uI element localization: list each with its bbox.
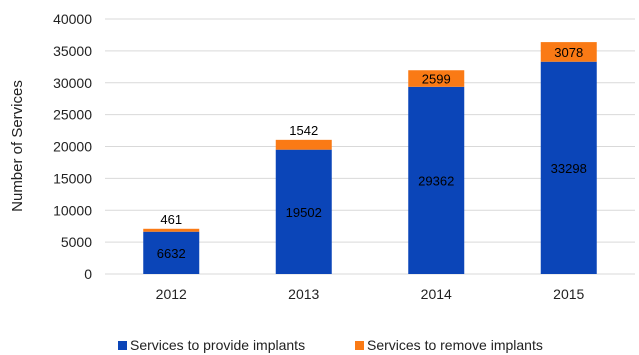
data-label-2012-series-0: 6632 xyxy=(157,246,186,261)
x-tick-label-2013: 2013 xyxy=(288,286,319,302)
bars xyxy=(143,42,597,274)
data-label-2014-series-0: 29362 xyxy=(418,173,454,188)
y-tick-label-10000: 10000 xyxy=(53,202,92,218)
y-axis-ticks: 0 5000 10000 15000 20000 25000 30000 35000 40000 xyxy=(53,11,92,282)
data-label-2013-series-0: 19502 xyxy=(286,205,322,220)
legend-swatch-1 xyxy=(355,341,364,350)
data-label-2012-series-1: 461 xyxy=(160,212,182,227)
y-tick-label-40000: 40000 xyxy=(53,11,92,27)
bar-2014-series-0 xyxy=(408,86,465,274)
y-tick-label-35000: 35000 xyxy=(53,43,92,59)
bar-2014-series-1 xyxy=(408,70,465,87)
y-tick-label-20000: 20000 xyxy=(53,139,92,155)
y-tick-label-30000: 30000 xyxy=(53,75,92,91)
x-tick-label-2012: 2012 xyxy=(156,286,187,302)
bar-2013-series-1 xyxy=(275,139,332,150)
y-tick-label-25000: 25000 xyxy=(53,107,92,123)
data-label-2014-series-1: 2599 xyxy=(422,72,451,87)
bar-2012-series-0 xyxy=(143,231,200,274)
bar-2015-series-0 xyxy=(540,61,597,274)
x-tick-label-2015: 2015 xyxy=(553,286,584,302)
y-tick-label-15000: 15000 xyxy=(53,170,92,186)
data-labels: 6632 461 19502 1542 29362 2599 33298 3078 xyxy=(157,45,587,261)
y-tick-label-5000: 5000 xyxy=(61,234,92,250)
bar-2013-series-0 xyxy=(275,149,332,274)
legend-label-0: Services to provide implants xyxy=(130,337,305,353)
y-tick-label-0: 0 xyxy=(84,266,92,282)
legend-label-1: Services to remove implants xyxy=(367,337,543,353)
data-label-2013-series-1: 1542 xyxy=(289,123,318,138)
y-axis-label: Number of Services xyxy=(9,80,26,212)
legend-swatch-0 xyxy=(118,341,127,350)
data-label-2015-series-0: 33298 xyxy=(551,161,587,176)
data-label-2015-series-1: 3078 xyxy=(554,45,583,60)
x-axis-ticks: 2012 2013 2014 2015 xyxy=(156,286,585,302)
legend: Services to provide implants Services to … xyxy=(118,337,543,353)
bar-2012-series-1 xyxy=(143,228,200,232)
bar-2015-series-1 xyxy=(540,42,597,62)
x-tick-label-2014: 2014 xyxy=(421,286,452,302)
